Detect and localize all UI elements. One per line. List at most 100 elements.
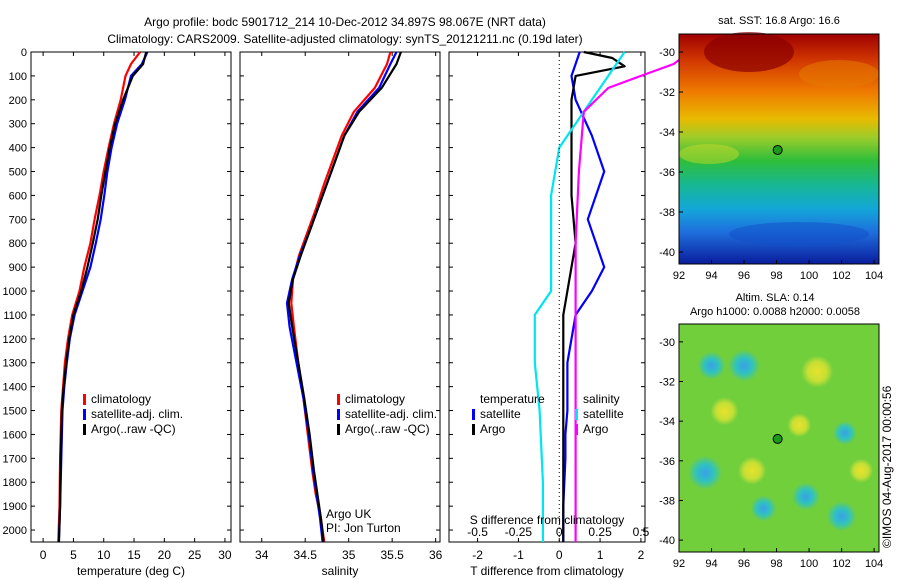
y-tick-label: 300: [9, 119, 27, 131]
series-line-satellite: [562, 51, 606, 542]
y-tick-label: 800: [9, 238, 27, 250]
y-tick-label: -34: [659, 416, 675, 428]
x-tick-label: 35.5: [380, 548, 404, 562]
legend-swatch: [472, 424, 475, 435]
x-tick-label: 20: [158, 548, 172, 562]
y-tick-label: 1300: [3, 358, 27, 370]
legend-swatch: [83, 409, 86, 420]
mid-patch: [679, 144, 739, 164]
figure-title-line2: Climatology: CARS2009. Satellite-adjuste…: [107, 32, 582, 46]
legend-swatch: [337, 424, 340, 435]
x-tick-label: 100: [800, 558, 818, 570]
x-tick-label: 94: [705, 270, 717, 282]
legend-label: climatology: [91, 392, 151, 406]
legend-label: Argo: [583, 422, 609, 436]
credit-label: ©IMOS 04-Aug-2017 00:00:56: [880, 385, 894, 548]
x-axis-label: temperature (deg C): [77, 564, 185, 578]
y-tick-label: -38: [659, 495, 675, 507]
legend-label: Argo(..raw -QC): [91, 422, 176, 436]
difference-panel: -2 -1 0 1 2 T difference from climatology -0.5…: [448, 50, 691, 578]
map-frame: [678, 33, 880, 265]
y-tick-label: -36: [659, 456, 675, 468]
s-tick-label: -0.5: [467, 525, 488, 539]
sla-map-title-line2: Argo h1000: 0.0088 h2000: 0.0058: [690, 306, 860, 318]
sst-map-title: sat. SST: 16.8 Argo: 16.6: [718, 15, 840, 27]
sla-map-panel: 92 94 96 98 100 102 104 -30 -32 -34 -36 -38 -40 Altim…: [659, 292, 883, 570]
eddy: [750, 495, 777, 522]
x-tick-label: 104: [865, 558, 883, 570]
y-tick-label: 400: [9, 143, 27, 155]
figure-title-line1: Argo profile: bodc 5901712_214 10-Dec-20…: [144, 15, 546, 29]
eddy: [849, 458, 874, 483]
eddy: [787, 413, 812, 438]
legend-swatch: [337, 409, 340, 420]
warm-patch: [704, 32, 794, 72]
x-tick-label: 35: [342, 548, 356, 562]
x-tick-label: 102: [832, 270, 850, 282]
y-tick-label: 1800: [3, 477, 27, 489]
x-tick-label: 96: [738, 558, 750, 570]
argo-group-label: Argo UK: [326, 507, 371, 521]
eddy: [728, 349, 761, 382]
map-frame: [678, 323, 880, 553]
series-line-argo: [562, 50, 626, 542]
y-tick-label: 500: [9, 167, 27, 179]
y-tick-label: 100: [9, 71, 27, 83]
series-line-argorawqc: [57, 51, 148, 543]
legend-swatch: [83, 394, 86, 405]
y-tick-label: 200: [9, 95, 27, 107]
x-tick-label: 92: [673, 270, 685, 282]
eddy: [710, 397, 739, 426]
warm-patch: [799, 60, 879, 88]
x-tick-label: 94: [705, 558, 717, 570]
eddy: [826, 501, 857, 532]
x-tick-label: 100: [800, 270, 818, 282]
y-tick-label: 2000: [3, 525, 27, 537]
eddy: [697, 351, 726, 380]
y-tick-label: -32: [659, 87, 675, 99]
x-tick-label: -2: [472, 548, 483, 562]
x-tick-label: 10: [97, 548, 111, 562]
y-tick-label: 1600: [3, 429, 27, 441]
legend-swatch: [472, 409, 475, 420]
legend-label: satellite: [480, 407, 521, 421]
x-tick-label: -1: [513, 548, 524, 562]
y-tick-label: -38: [659, 207, 675, 219]
temperature-panel: 0100200300400500600700800900100011001200…: [3, 47, 232, 578]
y-tick-label: 0: [21, 47, 27, 59]
argo-position-marker: [772, 433, 783, 444]
x-tick-label: 96: [738, 270, 750, 282]
legend-label: satellite-adj. clim.: [91, 407, 183, 421]
x-tick-label: 1: [597, 548, 604, 562]
y-tick-label: 900: [9, 262, 27, 274]
x-tick-label: 30: [218, 548, 232, 562]
x-tick-label: 98: [770, 270, 782, 282]
series-line-argorawqc: [287, 51, 402, 543]
eddy: [688, 455, 723, 490]
x-tick-label: 104: [865, 270, 883, 282]
s-tick-label: 0.25: [588, 525, 612, 539]
x-tick-label: 98: [770, 558, 782, 570]
legend-title-salinity: salinity: [583, 392, 620, 406]
x-tick-label: 25: [188, 548, 202, 562]
s-tick-label: 0.5: [633, 525, 650, 539]
legend-title-temperature: temperature: [480, 392, 545, 406]
eddy: [791, 482, 820, 511]
legend-swatch: [337, 394, 340, 405]
x-axis-label: salinity: [322, 564, 359, 578]
x-tick-label: 0: [556, 548, 563, 562]
s-tick-label: 0: [556, 525, 563, 539]
pi-label: PI: Jon Turton: [326, 521, 401, 535]
legend-label: Argo: [480, 422, 506, 436]
y-tick-label: -34: [659, 127, 675, 139]
eddy: [832, 421, 857, 446]
y-tick-label: -40: [659, 247, 675, 259]
x-tick-label: 34: [255, 548, 269, 562]
y-tick-label: -30: [659, 337, 675, 349]
y-tick-label: -30: [659, 47, 675, 59]
x-tick-label: 15: [127, 548, 141, 562]
y-tick-label: 1700: [3, 453, 27, 465]
y-tick-label: -40: [659, 535, 675, 547]
s-axis-label: S difference from climatology: [470, 513, 625, 527]
plot-frame: [239, 51, 441, 543]
